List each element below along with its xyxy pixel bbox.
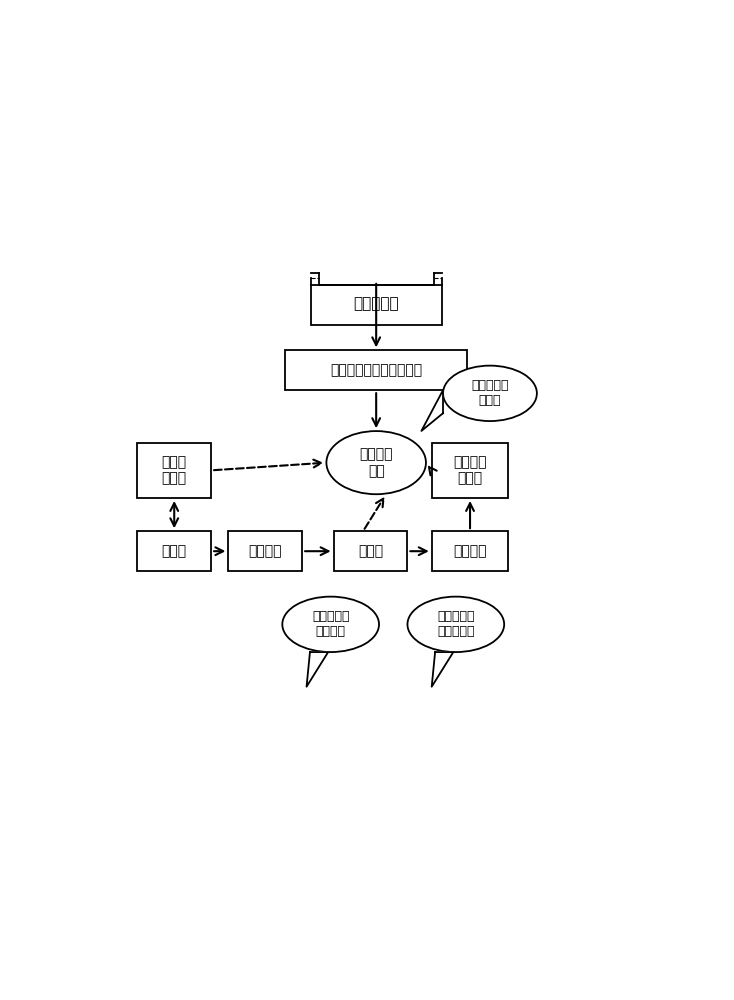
Text: 轴承动柔度: 轴承动柔度 [353, 296, 399, 311]
FancyBboxPatch shape [285, 350, 467, 390]
FancyBboxPatch shape [432, 443, 509, 498]
Text: 转接段: 转接段 [358, 544, 383, 558]
Text: 轴承动载、位移同步获取: 轴承动载、位移同步获取 [330, 363, 422, 377]
Text: 转接段影响
消除技术: 转接段影响 消除技术 [312, 610, 349, 638]
FancyBboxPatch shape [137, 531, 211, 571]
Text: 多截面位修
正技术: 多截面位修 正技术 [471, 379, 509, 407]
Ellipse shape [407, 597, 504, 652]
Ellipse shape [443, 366, 537, 421]
Ellipse shape [283, 597, 379, 652]
Polygon shape [421, 390, 443, 431]
Text: 加载边界间
隙消除技术: 加载边界间 隙消除技术 [437, 610, 475, 638]
Polygon shape [307, 652, 328, 687]
FancyBboxPatch shape [333, 531, 407, 571]
Text: 时间同步
采集: 时间同步 采集 [360, 448, 393, 478]
Text: 力传感器: 力传感器 [249, 544, 282, 558]
Text: 振动台: 振动台 [161, 544, 186, 558]
FancyBboxPatch shape [137, 443, 211, 498]
Polygon shape [432, 652, 454, 687]
Text: 涡流位移
传感器: 涡流位移 传感器 [454, 455, 487, 485]
FancyBboxPatch shape [228, 531, 302, 571]
Ellipse shape [327, 431, 426, 494]
FancyBboxPatch shape [310, 285, 442, 325]
FancyBboxPatch shape [432, 531, 509, 571]
Text: 滚动轴承: 滚动轴承 [454, 544, 487, 558]
Text: 加速度
传感器: 加速度 传感器 [161, 455, 186, 485]
